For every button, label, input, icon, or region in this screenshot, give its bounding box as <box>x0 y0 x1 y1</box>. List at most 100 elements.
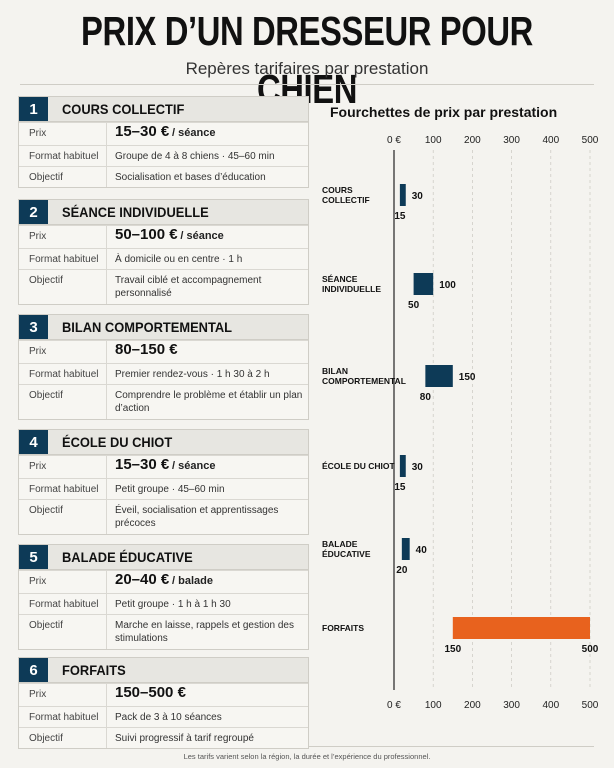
objective-row: Objectif Éveil, socialisation et apprenti… <box>19 499 308 534</box>
format-row: Format habituel Pack de 3 à 10 séances <box>19 706 308 727</box>
price-row: Prix 20–40 € / balade <box>19 570 308 593</box>
price-label: Prix <box>19 571 107 593</box>
objective-row: Objectif Comprendre le problème et établi… <box>19 384 308 419</box>
price-row: Prix 80–150 € <box>19 340 308 363</box>
objective-value: Comprendre le problème et établir un pla… <box>115 390 303 414</box>
card-title: ÉCOLE DU CHIOT <box>62 434 173 450</box>
price-unit: / séance <box>172 127 216 139</box>
x-tick-label-top: 0 € <box>387 135 401 146</box>
min-value-label: 150 <box>444 644 461 655</box>
card-header: 1 COURS COLLECTIF <box>19 97 308 122</box>
header-divider <box>20 84 594 85</box>
category-label: COURS <box>322 185 353 195</box>
objective-value: Marche en laisse, rappels et gestion des… <box>115 620 294 644</box>
x-tick-label-top: 300 <box>503 135 520 146</box>
format-row: Format habituel Petit groupe · 1 h à 1 h … <box>19 593 308 614</box>
objective-label: Objectif <box>19 167 107 187</box>
price-card: 6 FORFAITS Prix 150–500 € Format habituel Pa… <box>18 657 309 749</box>
range-bar <box>399 455 406 477</box>
range-bar <box>413 273 434 295</box>
price-card: 1 COURS COLLECTIF Prix 15–30 € / séance Form… <box>18 96 309 188</box>
format-label: Format habituel <box>19 594 107 614</box>
card-number: 1 <box>19 97 48 121</box>
price-value: 20–40 € / balade <box>107 571 308 593</box>
x-tick-label-top: 100 <box>425 135 442 146</box>
price-label: Prix <box>19 456 107 478</box>
price-range: 20–40 € <box>115 571 170 588</box>
card-number: 3 <box>19 315 48 339</box>
format-row: Format habituel À domicile ou en centre ·… <box>19 248 308 269</box>
x-tick-label-bottom: 100 <box>425 700 442 711</box>
format-row: Format habituel Premier rendez-vous · 1 h… <box>19 363 308 384</box>
price-label: Prix <box>19 684 107 706</box>
category-label: ÉCOLE DU CHIOT <box>322 461 396 471</box>
format-row: Format habituel Petit groupe · 45–60 min <box>19 478 308 499</box>
x-tick-label-top: 500 <box>582 135 599 146</box>
category-label: SÉANCE <box>322 274 358 284</box>
x-tick-label-top: 200 <box>464 135 481 146</box>
price-range: 80–150 € <box>115 341 178 358</box>
objective-value: Travail ciblé et accompagnement personna… <box>115 275 262 299</box>
price-card: 3 BILAN COMPORTEMENTAL Prix 80–150 € Format… <box>18 314 309 420</box>
price-range: 15–30 € <box>115 456 170 473</box>
card-header: 4 ÉCOLE DU CHIOT <box>19 430 308 455</box>
min-value-label: 15 <box>394 211 406 222</box>
price-card: 4 ÉCOLE DU CHIOT Prix 15–30 € / séance Forma… <box>18 429 309 535</box>
objective-value: Éveil, socialisation et apprentissages p… <box>115 505 279 529</box>
x-tick-label-bottom: 500 <box>582 700 599 711</box>
x-tick-label-bottom: 300 <box>503 700 520 711</box>
category-label: BILAN <box>322 366 348 376</box>
objective-value: Suivi progressif à tarif regroupé <box>115 733 254 744</box>
format-value: À domicile ou en centre · 1 h <box>115 254 243 265</box>
card-title: COURS COLLECTIF <box>62 101 185 117</box>
format-label: Format habituel <box>19 146 107 166</box>
category-label: BALADE <box>322 539 358 549</box>
price-value: 50–100 € / séance <box>107 226 308 248</box>
card-title: BALADE ÉDUCATIVE <box>62 549 193 565</box>
price-label: Prix <box>19 341 107 363</box>
category-label: INDIVIDUELLE <box>322 284 381 294</box>
format-row: Format habituel Groupe de 4 à 8 chiens · … <box>19 145 308 166</box>
price-label: Prix <box>19 226 107 248</box>
x-tick-label-bottom: 200 <box>464 700 481 711</box>
x-tick-label-bottom: 0 € <box>387 700 401 711</box>
footnote: Les tarifs varient selon la région, la d… <box>183 752 431 761</box>
price-row: Prix 150–500 € <box>19 683 308 706</box>
chart-title: Fourchettes de prix par prestation <box>330 104 558 120</box>
objective-row: Objectif Travail ciblé et accompagnement … <box>19 269 308 304</box>
min-value-label: 15 <box>394 482 406 493</box>
max-value-label: 150 <box>459 372 476 383</box>
range-bar <box>452 617 590 639</box>
category-label: COMPORTEMENTAL <box>322 376 406 386</box>
format-value: Pack de 3 à 10 séances <box>115 712 222 723</box>
min-value-label: 80 <box>420 392 432 403</box>
card-header: 6 FORFAITS <box>19 658 308 683</box>
objective-row: Objectif Suivi progressif à tarif regroup… <box>19 727 308 748</box>
objective-row: Objectif Socialisation et bases d’éducati… <box>19 166 308 187</box>
card-title: SÉANCE INDIVIDUELLE <box>62 204 209 220</box>
objective-label: Objectif <box>19 728 107 748</box>
max-value-label: 100 <box>439 280 456 291</box>
card-header: 3 BILAN COMPORTEMENTAL <box>19 315 308 340</box>
price-range: 15–30 € <box>115 123 170 140</box>
price-card: 5 BALADE ÉDUCATIVE Prix 20–40 € / balade For… <box>18 544 309 650</box>
card-number: 4 <box>19 430 48 454</box>
max-value-label: 40 <box>416 545 428 556</box>
card-number: 6 <box>19 658 48 682</box>
x-tick-label-bottom: 400 <box>542 700 559 711</box>
range-bar <box>425 365 453 387</box>
objective-value: Socialisation et bases d’éducation <box>115 172 266 183</box>
category-label: FORFAITS <box>322 623 364 633</box>
format-label: Format habituel <box>19 707 107 727</box>
price-label: Prix <box>19 123 107 145</box>
card-number: 2 <box>19 200 48 224</box>
category-label: ÉDUCATIVE <box>322 549 371 559</box>
objective-label: Objectif <box>19 615 107 649</box>
objective-label: Objectif <box>19 500 107 534</box>
objective-label: Objectif <box>19 385 107 419</box>
x-tick-label-top: 400 <box>542 135 559 146</box>
card-header: 5 BALADE ÉDUCATIVE <box>19 545 308 570</box>
price-value: 150–500 € <box>107 684 308 706</box>
card-title: BILAN COMPORTEMENTAL <box>62 319 233 335</box>
